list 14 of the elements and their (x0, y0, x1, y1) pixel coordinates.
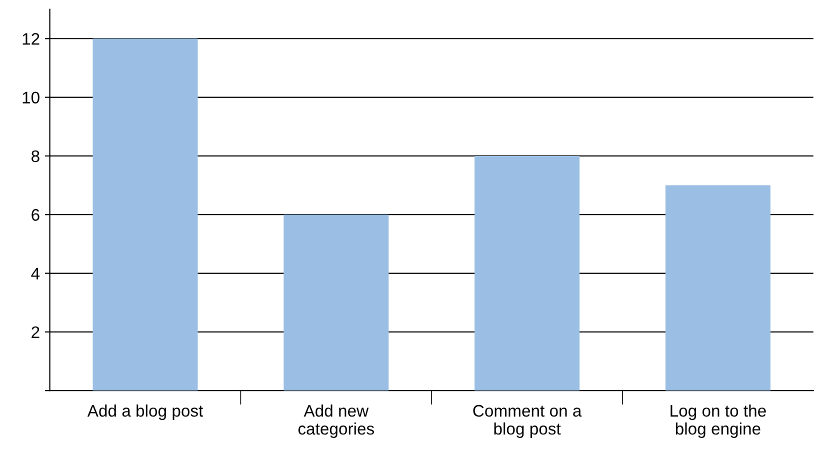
bar (665, 185, 770, 391)
x-tick-label: Add a blog post (87, 404, 204, 420)
y-tick-label: 10 (22, 92, 40, 104)
x-tick-label: Comment on a blog post (473, 404, 582, 438)
x-tick-label: Add new categories (298, 404, 374, 438)
y-tick-label: 8 (32, 150, 40, 162)
bar (92, 38, 198, 391)
y-tick-label: 12 (22, 33, 40, 45)
y-tick-label: 6 (32, 209, 40, 221)
x-tick-label: Log on to the blog engine (670, 404, 766, 438)
y-tick-label: 4 (31, 268, 40, 280)
bar (474, 156, 580, 391)
y-tick-label: 2 (32, 326, 40, 338)
bar (284, 214, 389, 391)
